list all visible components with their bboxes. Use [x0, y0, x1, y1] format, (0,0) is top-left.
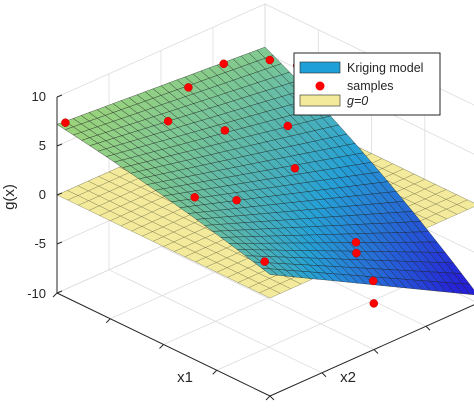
legend-swatch-surface: [299, 61, 341, 74]
x-axis-label: x1: [177, 369, 193, 386]
z-tick-mark: [56, 290, 63, 294]
z-tick-label: 0: [39, 187, 46, 202]
kriging-surface: [56, 46, 474, 295]
x1-tick-mark: [52, 292, 58, 298]
legend-label-plane: g=0: [347, 94, 368, 108]
sample-point: [283, 121, 293, 131]
z-tick-mark: [56, 192, 63, 196]
z-tick-labels: 10 5 0 -5 -10: [27, 89, 46, 301]
z-tick-label: -5: [34, 236, 46, 251]
z-tick-mark: [56, 143, 63, 147]
sample-point: [352, 248, 361, 258]
x2-tick-mark: [373, 349, 379, 354]
sample-point: [368, 276, 378, 286]
plane-cell: [456, 199, 474, 210]
sample-point: [265, 55, 275, 65]
x2-axis-line: [269, 304, 474, 397]
x2-tick-mark: [425, 325, 431, 331]
y-axis-label: x2: [340, 369, 356, 386]
legend-marker-samples: [315, 81, 325, 91]
sample-point: [184, 83, 193, 92]
sample-point: [219, 59, 228, 69]
z-tick-label: 5: [39, 138, 46, 153]
x2-tick-mark: [321, 372, 327, 378]
axes-lines: [52, 94, 474, 401]
z-tick-label: 10: [32, 89, 46, 104]
sample-point: [61, 118, 70, 127]
x1-tick-mark: [212, 369, 218, 375]
legend-label-samples: samples: [347, 79, 394, 93]
z-tick-mark: [56, 94, 63, 98]
x2-tick-mark: [269, 395, 275, 401]
z-tick-label: -10: [27, 286, 46, 301]
x1-tick-mark: [159, 344, 164, 349]
sample-point: [220, 126, 230, 135]
legend: Kriging model samples g=0: [293, 52, 441, 116]
surface-cell: [261, 267, 279, 276]
legend-swatch-plane: [299, 94, 341, 107]
z-tick-mark: [56, 241, 63, 245]
sample-point: [163, 116, 173, 126]
sample-point: [260, 257, 269, 266]
sample-point: [190, 193, 199, 202]
sample-point: [232, 195, 241, 205]
sample-point: [369, 299, 379, 308]
x1-tick-mark: [265, 395, 271, 401]
sample-point: [351, 238, 361, 247]
z-axis-label: g(x): [1, 184, 18, 210]
x1-tick-mark: [105, 318, 111, 324]
sample-point: [290, 164, 300, 173]
legend-label-surface: Kriging model: [347, 61, 423, 75]
